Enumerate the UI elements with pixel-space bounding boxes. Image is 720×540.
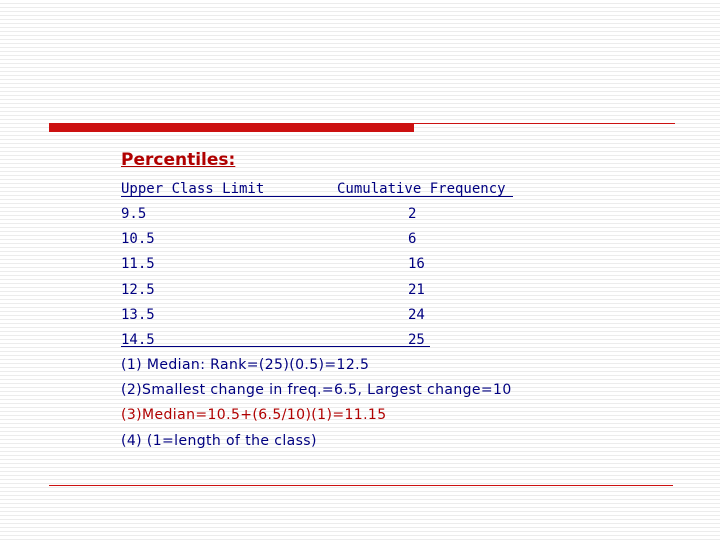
top-red-bar	[49, 123, 414, 132]
table-cell-frequency: 25	[408, 332, 425, 348]
header-underline	[121, 196, 513, 197]
table-cell-frequency: 24	[408, 307, 425, 323]
table-cell-frequency: 16	[408, 256, 425, 272]
table-cell-limit: 10.5	[121, 231, 155, 247]
top-thin-rule	[414, 123, 675, 124]
bottom-rule	[49, 485, 673, 486]
table-cell-frequency: 2	[408, 206, 417, 222]
column-header-cumulative-frequency: Cumulative Frequency	[337, 181, 506, 197]
table-cell-limit: 11.5	[121, 256, 155, 272]
note-median-formula: (3)Median=10.5+(6.5/10)(1)=11.15	[121, 407, 387, 423]
column-header-upper-class-limit: Upper Class Limit	[121, 181, 265, 197]
table-cell-limit: 14.5	[121, 332, 155, 348]
table-bottom-underline	[121, 346, 430, 347]
table-cell-limit: 13.5	[121, 307, 155, 323]
table-cell-limit: 12.5	[121, 282, 155, 298]
note-median-rank: (1) Median: Rank=(25)(0.5)=12.5	[121, 357, 370, 373]
note-class-length: (4) (1=length of the class)	[121, 433, 317, 449]
table-cell-frequency: 6	[408, 231, 417, 247]
table-cell-limit: 9.5	[121, 206, 147, 222]
table-cell-frequency: 21	[408, 282, 425, 298]
slide-title: Percentiles:	[121, 150, 236, 170]
note-frequency-change: (2)Smallest change in freq.=6.5, Largest…	[121, 382, 512, 398]
